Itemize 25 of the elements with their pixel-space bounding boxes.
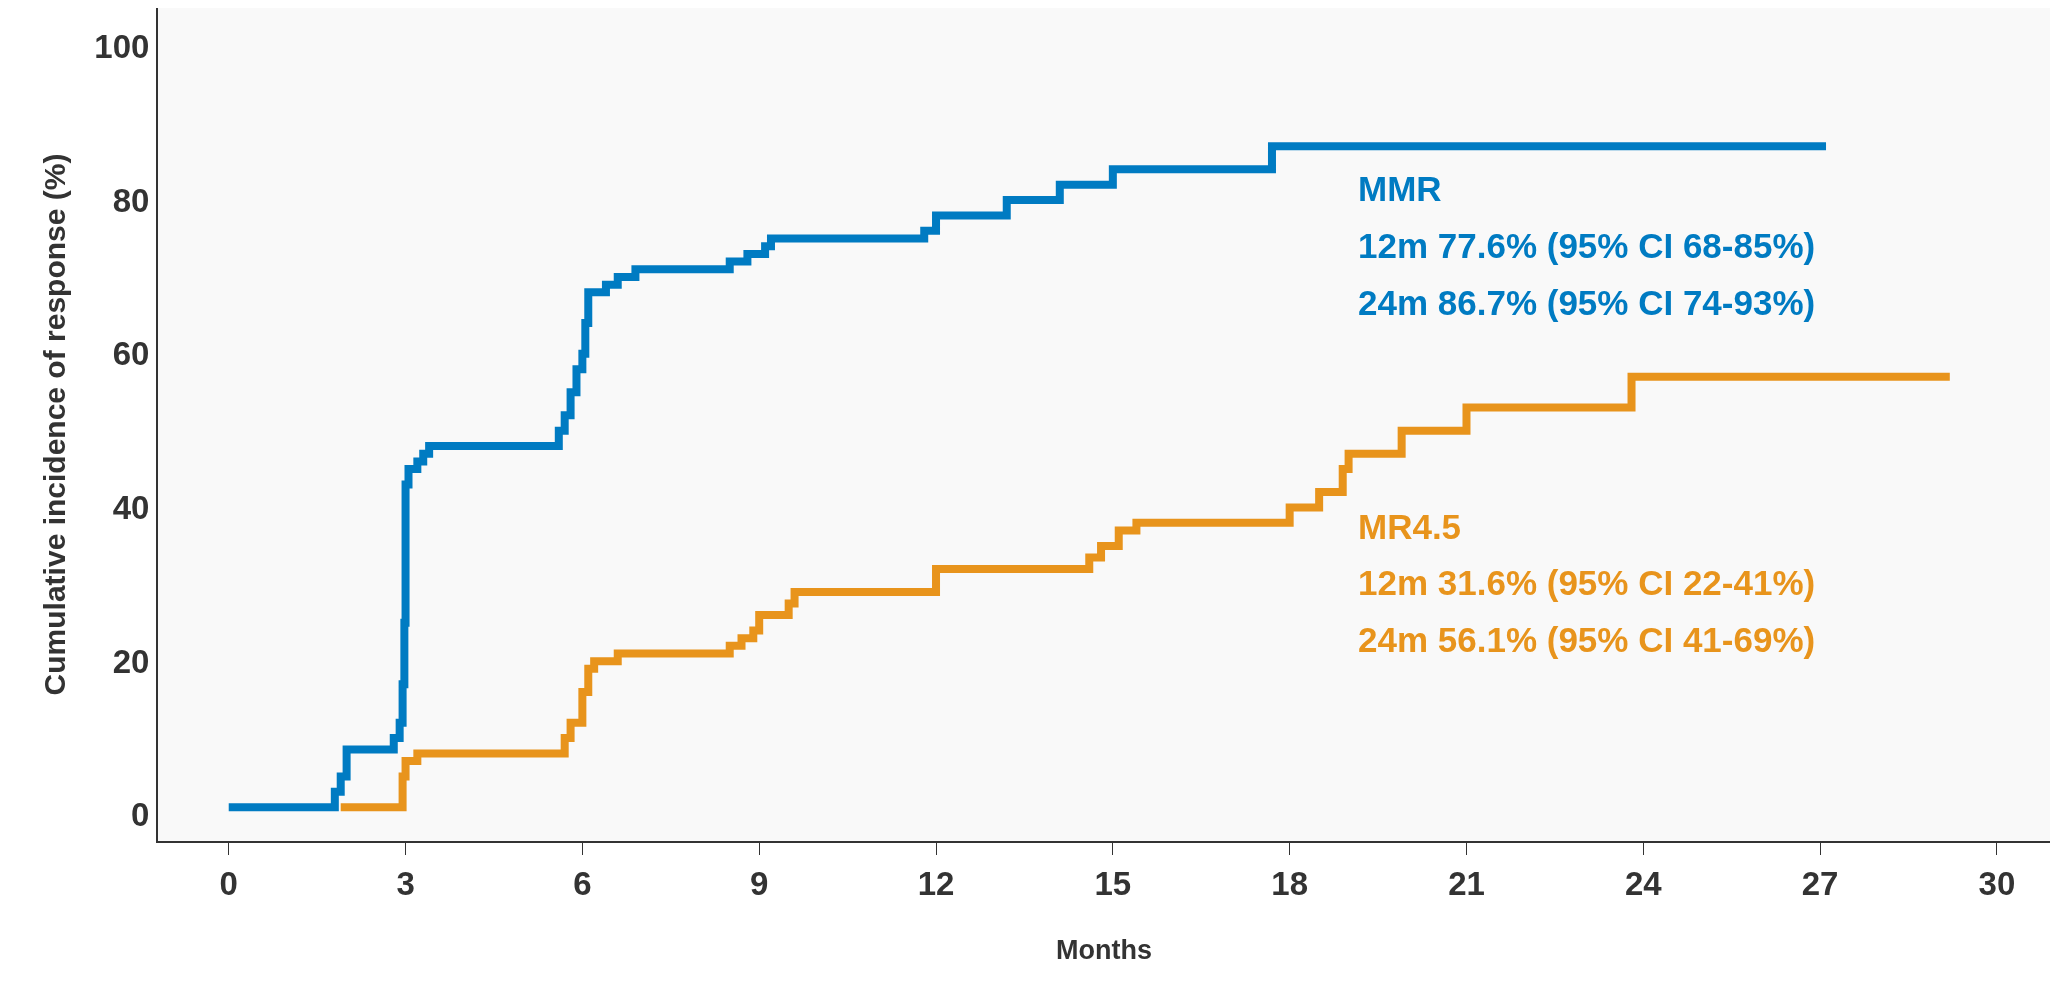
- annotation: 24m 86.7% (95% CI 74-93%): [1358, 283, 1816, 322]
- y-tick-label: 20: [112, 642, 150, 680]
- series-label: MMR: [1358, 169, 1442, 208]
- x-tick-label: 9: [750, 864, 769, 902]
- annotation: 24m 56.1% (95% CI 41-69%): [1358, 620, 1816, 659]
- y-tick-label: 0: [131, 796, 150, 834]
- x-tick-label: 21: [1448, 864, 1485, 902]
- x-tick-label: 18: [1271, 864, 1309, 902]
- series-label: MR4.5: [1358, 507, 1462, 546]
- y-tick-label: 40: [112, 489, 150, 527]
- annotation: 12m 77.6% (95% CI 68-85%): [1358, 226, 1816, 265]
- y-tick-label: 60: [112, 335, 150, 373]
- x-tick-label: 0: [219, 864, 238, 902]
- x-tick-label: 6: [573, 864, 592, 902]
- x-tick-label: 12: [917, 864, 955, 902]
- x-tick-label: 30: [1978, 864, 2016, 902]
- annotation: 12m 31.6% (95% CI 22-41%): [1358, 563, 1816, 602]
- x-tick-label: 3: [396, 864, 415, 902]
- y-tick-label: 80: [112, 181, 150, 219]
- x-tick-label: 27: [1801, 864, 1839, 902]
- x-tick-label: 24: [1624, 864, 1663, 902]
- x-tick-label: 15: [1094, 864, 1132, 902]
- y-tick-label: 100: [94, 27, 150, 65]
- y-axis-title: Cumulative incidence of response (%): [37, 153, 71, 696]
- x-axis-title: Months: [1056, 935, 1152, 966]
